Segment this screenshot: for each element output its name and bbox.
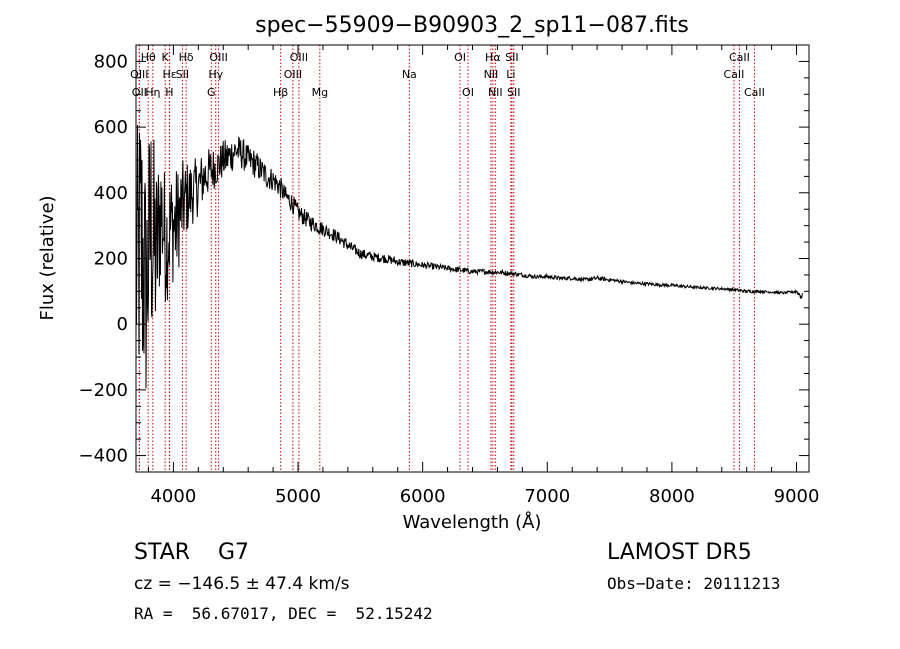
spectral-line-label: OI xyxy=(462,86,474,99)
spectral-line-label: Hε xyxy=(163,68,177,81)
spectral-line-label: Hδ xyxy=(179,51,194,64)
spectral-line-label: NII xyxy=(488,86,503,99)
spectral-line-label: OIII xyxy=(130,68,148,81)
spectral-line-label: H xyxy=(165,86,173,99)
x-tick-label: 8000 xyxy=(649,486,695,507)
plot-frame xyxy=(135,44,810,473)
spectral-line-label: CaII xyxy=(729,51,750,64)
survey-name: LAMOST DR5 xyxy=(607,540,752,565)
spectral-line-label: Hθ xyxy=(141,51,156,64)
x-tick-label: 5000 xyxy=(275,486,321,507)
object-class: STAR G7 xyxy=(134,540,250,565)
spectral-line-label: Hη xyxy=(145,86,160,99)
y-tick-label: 200 xyxy=(94,249,128,270)
spectral-line-label: CaII xyxy=(744,86,765,99)
spectral-line-label: K xyxy=(162,51,170,64)
redshift-velocity: cz = −146.5 ± 47.4 km/s xyxy=(134,574,350,594)
spectral-line-label: G xyxy=(207,86,216,99)
y-axis-ticks: −400 −200 0 200 400 600 800 xyxy=(79,44,809,467)
x-tick-label: 7000 xyxy=(524,486,570,507)
spectral-line-label: Na xyxy=(402,68,417,81)
spectrum-line xyxy=(135,124,803,389)
spectral-line-label: SII xyxy=(505,51,518,64)
y-tick-label: −200 xyxy=(79,380,128,401)
y-tick-label: 800 xyxy=(94,51,128,72)
x-tick-label: 6000 xyxy=(400,486,446,507)
spectral-line-label: Hγ xyxy=(208,68,223,81)
chart-title: spec−55909−B90903_2_sp11−087.fits xyxy=(255,13,689,38)
y-axis-label: Flux (relative) xyxy=(37,195,58,320)
x-axis-ticks: 4000 5000 6000 7000 8000 9000 xyxy=(147,45,820,507)
spectral-line-label: Hα xyxy=(485,51,501,64)
spectral-line-label: OIII xyxy=(290,51,308,64)
coordinates: RA = 56.67017, DEC = 52.15242 xyxy=(134,604,433,623)
spectral-line-label: Mg xyxy=(312,86,328,99)
y-tick-label: 400 xyxy=(94,183,128,204)
y-tick-label: 0 xyxy=(117,314,128,335)
spectral-line-label: SII xyxy=(507,86,520,99)
spectral-line-label: Hβ xyxy=(273,86,288,99)
x-axis-label: Wavelength (Å) xyxy=(403,511,542,533)
spectral-line-markers xyxy=(138,45,755,472)
x-tick-label: 9000 xyxy=(774,486,820,507)
spectral-line-label: OIII xyxy=(209,51,227,64)
spectral-line-label: NII xyxy=(484,68,499,81)
y-tick-label: 600 xyxy=(94,117,128,138)
spectral-line-label: Li xyxy=(506,68,515,81)
observation-date: Obs−Date: 20111213 xyxy=(607,574,781,593)
y-tick-label: −400 xyxy=(79,446,128,467)
x-tick-label: 4000 xyxy=(150,486,196,507)
spectral-line-label: CaII xyxy=(724,68,745,81)
spectral-line-label: OIII xyxy=(284,68,302,81)
spectral-line-label: OI xyxy=(454,51,466,64)
spectral-line-label: SII xyxy=(176,68,189,81)
